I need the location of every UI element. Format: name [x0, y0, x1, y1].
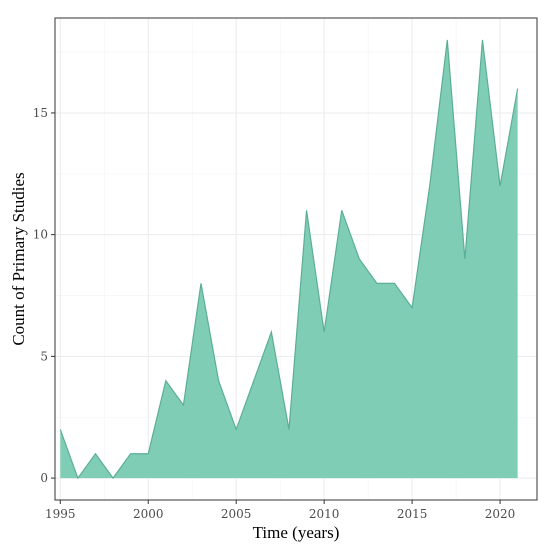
y-axis: 0 5 10 15	[33, 106, 55, 485]
x-tick-label: 2020	[485, 507, 516, 521]
area-line	[59, 39, 519, 480]
area-fill	[60, 39, 518, 479]
y-tick-label: 15	[33, 106, 48, 120]
x-tick-label: 1995	[45, 507, 76, 521]
x-axis: 1995 2000 2005 2010 2015 2020	[45, 500, 515, 521]
y-tick-label: 10	[33, 228, 48, 242]
y-axis-title: Count of Primary Studies	[9, 172, 28, 345]
x-tick-label: 2015	[397, 507, 428, 521]
x-tick-label: 2010	[309, 507, 340, 521]
panel-border	[54, 17, 538, 501]
area-series	[59, 39, 519, 480]
x-tick-label: 2005	[221, 507, 252, 521]
x-axis-title: Time (years)	[253, 523, 340, 542]
x-tick-label: 2000	[133, 507, 164, 521]
y-tick-label: 0	[40, 471, 48, 485]
y-tick-label: 5	[40, 349, 48, 363]
